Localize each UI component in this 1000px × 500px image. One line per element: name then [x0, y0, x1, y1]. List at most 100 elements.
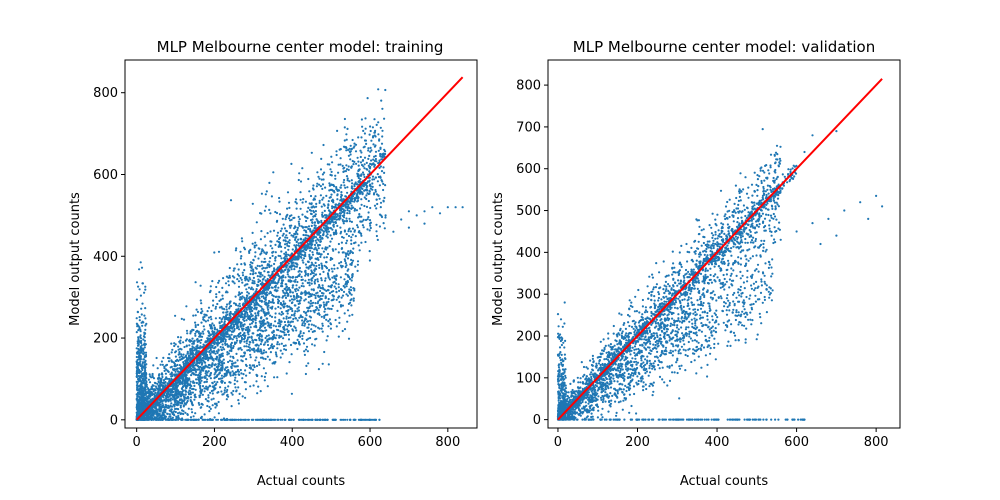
data-point: [169, 373, 172, 376]
data-point: [377, 121, 380, 124]
data-point: [259, 356, 263, 359]
data-point: [336, 224, 339, 227]
data-point: [286, 236, 289, 239]
data-point: [336, 129, 339, 132]
data-point: [199, 387, 202, 390]
data-point: [226, 335, 229, 338]
data-point: [190, 369, 193, 373]
data-point: [214, 345, 217, 349]
data-point: [210, 324, 213, 327]
data-point: [379, 154, 382, 158]
data-point: [318, 252, 321, 255]
data-point: [276, 341, 279, 344]
data-point: [280, 250, 283, 253]
data-point: [199, 373, 202, 376]
data-point: [351, 274, 354, 278]
data-point: [228, 381, 231, 384]
data-point: [340, 241, 343, 244]
data-point: [301, 226, 305, 229]
data-point: [293, 304, 296, 307]
data-point: [217, 349, 220, 352]
data-point: [303, 299, 306, 302]
data-point: [346, 179, 349, 182]
data-point: [206, 404, 209, 408]
data-point: [266, 305, 269, 308]
data-point: [357, 160, 360, 163]
data-point: [310, 264, 313, 267]
data-point: [280, 285, 283, 288]
data-point: [223, 368, 226, 371]
data-point: [325, 261, 328, 264]
data-point: [361, 159, 365, 162]
data-point: [346, 320, 349, 323]
data-point: [319, 238, 322, 241]
data-point: [225, 311, 228, 314]
data-point: [194, 325, 197, 329]
data-point: [186, 371, 190, 374]
data-point: [345, 293, 348, 296]
data-point: [164, 372, 167, 375]
data-point: [294, 341, 297, 345]
data-point: [338, 289, 341, 292]
data-point: [291, 291, 294, 294]
data-point: [259, 316, 263, 319]
data-point: [185, 356, 188, 359]
data-point: [296, 307, 299, 310]
data-point: [209, 327, 212, 330]
data-point: [363, 167, 366, 170]
data-point: [249, 326, 252, 329]
data-point: [155, 356, 158, 360]
data-point: [248, 336, 251, 339]
data-point: [321, 211, 324, 214]
data-point: [254, 321, 257, 324]
data-point: [178, 399, 181, 402]
data-point: [320, 327, 323, 330]
data-point: [256, 350, 259, 353]
data-point: [353, 242, 356, 245]
data-point: [280, 320, 283, 323]
data-point: [260, 325, 263, 328]
data-point: [295, 240, 298, 244]
data-point: [176, 363, 179, 367]
data-point: [281, 352, 284, 355]
data-point: [323, 264, 326, 267]
data-point: [170, 408, 173, 411]
data-point: [290, 298, 294, 301]
data-point: [349, 153, 352, 156]
data-point: [248, 296, 251, 299]
data-point: [171, 398, 174, 401]
data-point: [188, 369, 191, 372]
data-point: [174, 343, 177, 346]
data-point: [170, 375, 173, 378]
data-point: [202, 325, 205, 328]
data-point: [258, 350, 261, 353]
data-point: [343, 139, 346, 142]
data-point: [318, 264, 321, 267]
data-point: [286, 273, 289, 276]
data-point: [245, 326, 248, 329]
data-point: [379, 126, 382, 129]
data-point: [278, 343, 281, 346]
data-point: [348, 220, 352, 223]
data-point: [210, 309, 213, 313]
data-point: [286, 312, 289, 315]
data-point: [161, 375, 164, 379]
data-point: [350, 147, 353, 150]
data-point: [235, 341, 238, 344]
data-point: [264, 260, 267, 263]
data-point: [345, 164, 348, 167]
data-point: [311, 253, 315, 256]
data-point: [352, 299, 355, 302]
data-point: [331, 205, 334, 208]
data-point: [315, 218, 318, 221]
data-point: [287, 320, 290, 323]
data-point: [286, 207, 289, 210]
data-point: [335, 150, 338, 153]
data-point: [295, 198, 298, 201]
data-point: [372, 158, 375, 161]
data-point: [297, 220, 300, 223]
data-point: [311, 343, 314, 346]
data-point: [274, 210, 277, 214]
data-point: [344, 195, 347, 198]
data-point: [183, 397, 186, 400]
